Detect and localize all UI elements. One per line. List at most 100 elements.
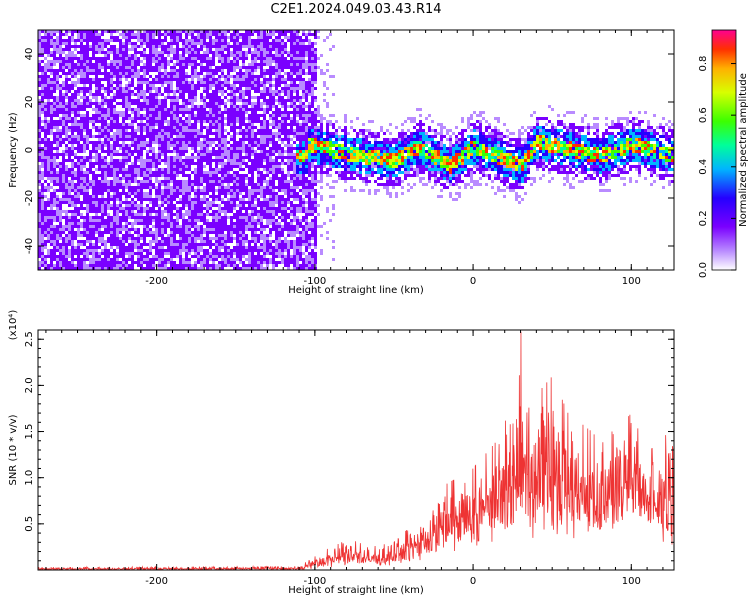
heatmap-cell: [158, 192, 161, 195]
heatmap-cell: [203, 54, 206, 57]
heatmap-cell: [95, 75, 98, 78]
heatmap-cell: [200, 150, 203, 153]
heatmap-cell: [167, 198, 170, 201]
heatmap-cell: [176, 195, 179, 198]
heatmap-cell: [122, 150, 125, 153]
heatmap-cell: [107, 126, 110, 129]
heatmap-cell: [242, 156, 245, 159]
heatmap-cell: [134, 180, 137, 183]
heatmap-cell: [200, 135, 203, 138]
heatmap-cell: [83, 54, 86, 57]
heatmap-cell: [68, 219, 71, 222]
heatmap-cell: [215, 33, 218, 36]
heatmap-cell: [239, 216, 242, 219]
heatmap-cell: [116, 96, 119, 99]
heatmap-cell: [89, 36, 92, 39]
heatmap-cell: [98, 111, 101, 114]
heatmap-cell: [218, 249, 221, 252]
heatmap-cell: [122, 243, 125, 246]
heatmap-cell: [68, 120, 71, 123]
heatmap-cell: [227, 228, 230, 231]
heatmap-cell: [65, 93, 68, 96]
heatmap-cell: [62, 57, 65, 60]
heatmap-cell: [230, 153, 233, 156]
heatmap-cell: [200, 57, 203, 60]
heatmap-cell: [242, 138, 245, 141]
heatmap-cell: [248, 183, 251, 186]
heatmap-cell: [92, 123, 95, 126]
heatmap-cell: [119, 147, 122, 150]
heatmap-cell: [101, 159, 104, 162]
heatmap-cell: [140, 84, 143, 87]
heatmap-cell: [209, 156, 212, 159]
heatmap-cell: [134, 102, 137, 105]
heatmap-cell: [38, 255, 41, 258]
heatmap-cell: [95, 60, 98, 63]
heatmap-cell: [107, 117, 110, 120]
heatmap-cell: [236, 99, 239, 102]
heatmap-cell: [149, 171, 152, 174]
heatmap-cell: [191, 255, 194, 258]
heatmap-cell: [173, 189, 176, 192]
heatmap-cell: [77, 246, 80, 249]
heatmap-cell: [224, 81, 227, 84]
heatmap-cell: [176, 57, 179, 60]
heatmap-cell: [128, 264, 131, 267]
heatmap-cell: [50, 153, 53, 156]
heatmap-cell: [233, 264, 236, 267]
heatmap-cell: [176, 84, 179, 87]
heatmap-cell: [137, 126, 140, 129]
heatmap-cell: [38, 189, 41, 192]
heatmap-cell: [134, 138, 137, 141]
heatmap-cell: [239, 78, 242, 81]
heatmap-cell: [53, 60, 56, 63]
heatmap-cell: [167, 84, 170, 87]
heatmap-cell: [71, 249, 74, 252]
heatmap-cell: [188, 228, 191, 231]
heatmap-cell: [68, 57, 71, 60]
heatmap-cell: [134, 129, 137, 132]
heatmap-cell: [50, 141, 53, 144]
heatmap-cell: [77, 33, 80, 36]
heatmap-cell: [245, 240, 248, 243]
heatmap-cell: [59, 246, 62, 249]
heatmap-cell: [197, 249, 200, 252]
heatmap-cell: [128, 180, 131, 183]
heatmap-cell: [197, 174, 200, 177]
heatmap-cell: [62, 51, 65, 54]
heatmap-cell: [89, 81, 92, 84]
heatmap-cell: [143, 222, 146, 225]
heatmap-cell: [242, 189, 245, 192]
heatmap-cell: [242, 102, 245, 105]
heatmap-cell: [164, 126, 167, 129]
heatmap-cell: [230, 174, 233, 177]
heatmap-cell: [236, 114, 239, 117]
heatmap-cell: [251, 129, 254, 132]
heatmap-cell: [110, 60, 113, 63]
heatmap-cell: [98, 48, 101, 51]
heatmap-cell: [125, 228, 128, 231]
heatmap-cell: [248, 120, 251, 123]
heatmap-cell: [224, 216, 227, 219]
heatmap-cell: [95, 72, 98, 75]
heatmap-cell: [86, 171, 89, 174]
heatmap-cell: [236, 150, 239, 153]
heatmap-cell: [215, 189, 218, 192]
heatmap-cell: [92, 198, 95, 201]
heatmap-cell: [122, 138, 125, 141]
heatmap-cell: [152, 105, 155, 108]
heatmap-cell: [170, 168, 173, 171]
heatmap-cell: [248, 138, 251, 141]
heatmap-cell: [227, 255, 230, 258]
heatmap-cell: [191, 207, 194, 210]
heatmap-cell: [245, 237, 248, 240]
heatmap-cell: [212, 93, 215, 96]
heatmap-cell: [107, 204, 110, 207]
heatmap-cell: [137, 153, 140, 156]
heatmap-cell: [158, 216, 161, 219]
heatmap-cell: [65, 267, 68, 270]
heatmap-cell: [44, 159, 47, 162]
heatmap-cell: [98, 240, 101, 243]
heatmap-cell: [65, 213, 68, 216]
heatmap-cell: [92, 96, 95, 99]
